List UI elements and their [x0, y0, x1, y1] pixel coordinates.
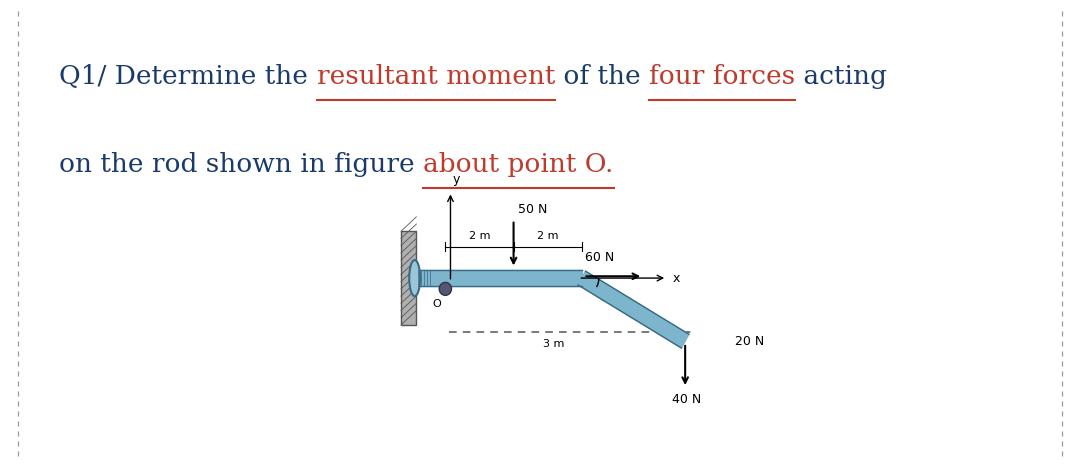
- Text: O: O: [432, 299, 442, 309]
- Text: 3 m: 3 m: [542, 339, 564, 349]
- Text: 50 N: 50 N: [517, 203, 548, 216]
- Text: 2 m: 2 m: [537, 231, 558, 241]
- Text: acting: acting: [795, 64, 887, 89]
- Bar: [401, 231, 417, 325]
- Polygon shape: [578, 271, 689, 348]
- Text: 2 m: 2 m: [469, 231, 490, 241]
- Text: of the: of the: [555, 64, 649, 89]
- Polygon shape: [417, 270, 582, 286]
- Text: 60 N: 60 N: [585, 251, 615, 264]
- Text: 40 N: 40 N: [672, 393, 702, 406]
- Text: Q1/ Determine the: Q1/ Determine the: [59, 64, 316, 89]
- Text: 30°: 30°: [600, 293, 620, 303]
- Circle shape: [440, 282, 451, 295]
- Text: on the rod shown in figure: on the rod shown in figure: [59, 152, 423, 177]
- Text: x: x: [672, 272, 679, 285]
- Text: 20 N: 20 N: [734, 335, 764, 348]
- Text: four forces: four forces: [649, 64, 795, 89]
- Text: resultant moment: resultant moment: [316, 64, 555, 89]
- Text: y: y: [453, 173, 460, 186]
- Text: about point O.: about point O.: [423, 152, 613, 177]
- Ellipse shape: [409, 260, 420, 296]
